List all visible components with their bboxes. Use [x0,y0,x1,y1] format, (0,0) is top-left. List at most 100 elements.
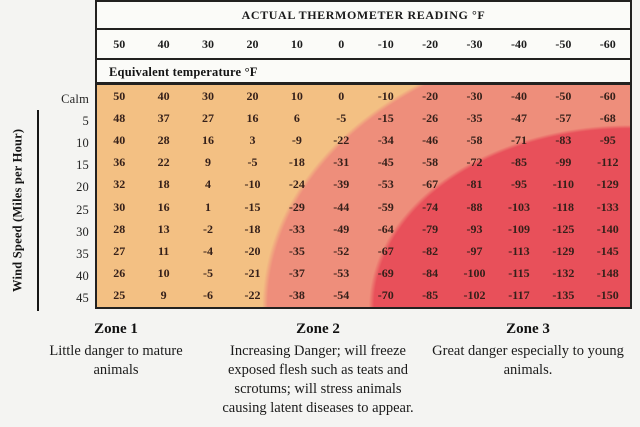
table-cell: -54 [333,288,350,303]
row-label: 5 [82,113,89,128]
column-header: 20 [246,36,259,51]
table-cell: -22 [244,288,261,303]
zone-2-block: Zone 2 Increasing Danger; will freeze ex… [212,321,424,418]
column-header: -30 [466,36,483,51]
table-cell: -46 [422,132,439,147]
table-cell: -148 [596,266,619,281]
table-cell: -102 [463,288,486,303]
table-cell: 27 [113,243,126,258]
y-axis-line [37,110,39,311]
table-cell: -140 [596,221,619,236]
table-cell: -67 [422,177,439,192]
table-cell: -2 [203,221,214,236]
table-cell: -84 [422,266,439,281]
zone-2-name: Zone 2 [296,321,340,337]
table-cell: -40 [510,88,527,103]
table-cell: 36 [113,155,126,170]
chart-area: Wind Speed (Miles per Hour) Calm 5 10 15 20 2… [10,0,632,311]
table-cell: -145 [596,243,619,258]
table-cell: -60 [599,88,616,103]
table-cell: -70 [377,288,394,303]
table-subtitle: Equivalent temperature °F [97,60,630,85]
y-axis-label: Wind Speed (Miles per Hour) [10,128,25,293]
zone-1-description: Little danger to mature animals [49,343,183,378]
table-cell: -53 [377,177,394,192]
table-cell: 1 [205,199,212,214]
table-cell: -79 [422,221,439,236]
column-header: -60 [599,36,616,51]
table-cell: -20 [422,88,439,103]
zone-3-name: Zone 3 [506,321,550,337]
table-cell: -5 [247,155,258,170]
column-header: -20 [422,36,439,51]
table-cell: -50 [555,88,572,103]
table-cell: 16 [157,199,170,214]
table-cell: -18 [288,155,305,170]
table-cell: -58 [422,155,439,170]
row-labels: Calm 5 10 15 20 25 30 35 40 45 [42,88,89,310]
table-cell: -132 [552,266,575,281]
table-cell: -71 [510,132,527,147]
table-cell: 13 [157,221,170,236]
table-cell: 40 [113,132,126,147]
table-cell: 16 [202,132,215,147]
table-cell: 28 [157,132,170,147]
table-cell: -49 [333,221,350,236]
table-cell: -45 [377,155,394,170]
table-cell: -5 [203,266,214,281]
table-cell: -100 [463,266,486,281]
table-cell: -93 [466,221,483,236]
table-cell: 30 [202,88,215,103]
zone-3-description: Great danger especially to young animals… [432,343,624,378]
zone-1-block: Zone 1 Little danger to mature animals [26,321,206,380]
table-cell: -4 [203,243,214,258]
row-label: 10 [76,135,89,150]
table-cell: 3 [249,132,256,147]
table-cell: 10 [157,266,170,281]
table-cell: 50 [113,88,126,103]
table-cell: -110 [552,177,575,192]
column-header: -40 [510,36,527,51]
table-cell: -95 [599,132,616,147]
table-cell: -15 [377,110,394,125]
table-cell: -39 [333,177,350,192]
table-cell: 18 [157,177,170,192]
table-cell: -64 [377,221,394,236]
table-cell: -6 [203,288,214,303]
table-cell: -85 [510,155,527,170]
table-cell: -133 [596,199,619,214]
table-cell: -99 [555,155,572,170]
table-cell: -125 [552,221,575,236]
table-cell: 40 [157,88,170,103]
table-cell: -135 [552,288,575,303]
table-cell: -24 [288,177,305,192]
table-cell: -113 [508,243,530,258]
table-cell: -21 [244,266,261,281]
table-cell: -35 [466,110,483,125]
table-cell: -5 [336,110,347,125]
table-cell: -22 [333,132,350,147]
table-cell: 30 [113,199,126,214]
table-cell: -115 [508,266,530,281]
column-header: -10 [377,36,394,51]
table-cell: 48 [113,110,126,125]
table-cell: -35 [288,243,305,258]
column-header: 40 [157,36,170,51]
row-label: 15 [76,158,89,173]
column-headers: 50 40 30 20 10 0 -10 -20 -30 -40 -50 -60 [97,30,630,60]
table-cell: 37 [157,110,170,125]
table-cell: 20 [246,88,259,103]
table-cell: -9 [291,132,302,147]
row-label: 20 [76,180,89,195]
table-cell: -97 [466,243,483,258]
table-cell: -74 [422,199,439,214]
table-cell: -58 [466,132,483,147]
table-cell: -26 [422,110,439,125]
temperature-table: ACTUAL THERMOMETER READING °F 50 40 30 20 10… [95,0,632,309]
table-cell: -88 [466,199,483,214]
table-cell: -30 [466,88,483,103]
table-cell: 25 [113,288,126,303]
table-cell: -85 [422,288,439,303]
table-cell: 9 [205,155,212,170]
